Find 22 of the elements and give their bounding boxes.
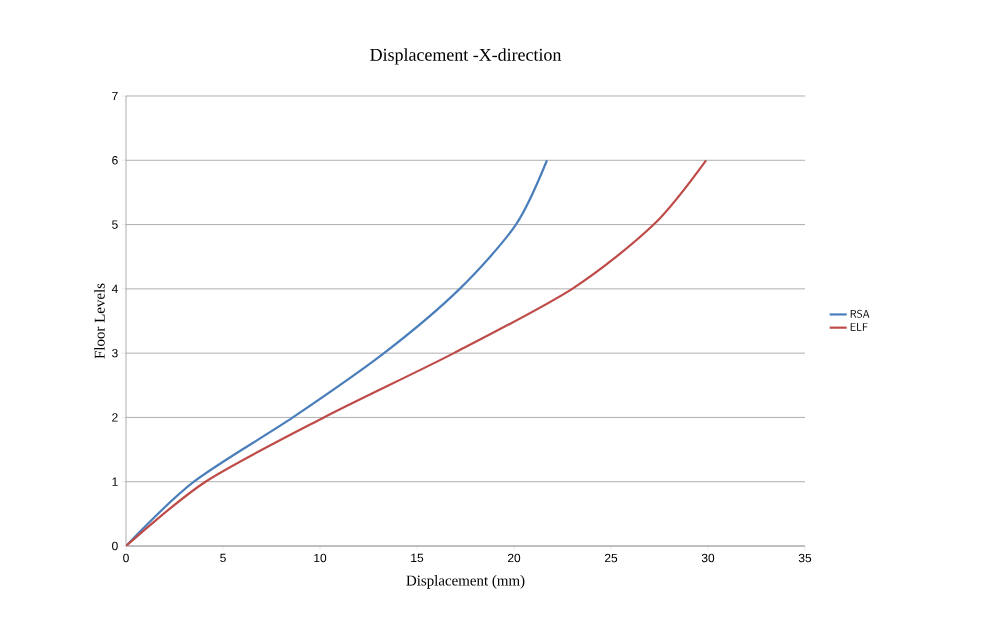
x-tick-label: 15 xyxy=(411,553,424,563)
legend-label: RSA xyxy=(850,309,870,318)
x-tick-label: 25 xyxy=(604,553,618,563)
chart-title: Displacement -X-direction xyxy=(370,48,562,65)
y-tick-label: 7 xyxy=(112,91,118,101)
x-axis-title: Displacement (mm) xyxy=(406,575,525,589)
y-tick-label: 2 xyxy=(112,413,118,422)
x-tick-label: 10 xyxy=(314,553,327,563)
line-series xyxy=(126,159,708,546)
y-tick-label: 0 xyxy=(112,541,118,551)
y-tick-label: 6 xyxy=(112,156,118,165)
x-tick-label: 5 xyxy=(220,553,226,563)
y-tick-label: 3 xyxy=(112,348,118,358)
x-tick-label: 35 xyxy=(798,553,812,563)
legend-label: ELF xyxy=(850,323,868,331)
y-tick-label: 4 xyxy=(111,284,118,293)
y-axis-title: Floor Levels xyxy=(94,283,105,359)
x-tick-label: 20 xyxy=(507,553,521,563)
x-tick-label: 0 xyxy=(123,553,129,563)
x-tick-label: 30 xyxy=(701,553,715,563)
y-tick-label: 5 xyxy=(112,220,118,229)
y-tick-label: 1 xyxy=(112,477,118,486)
